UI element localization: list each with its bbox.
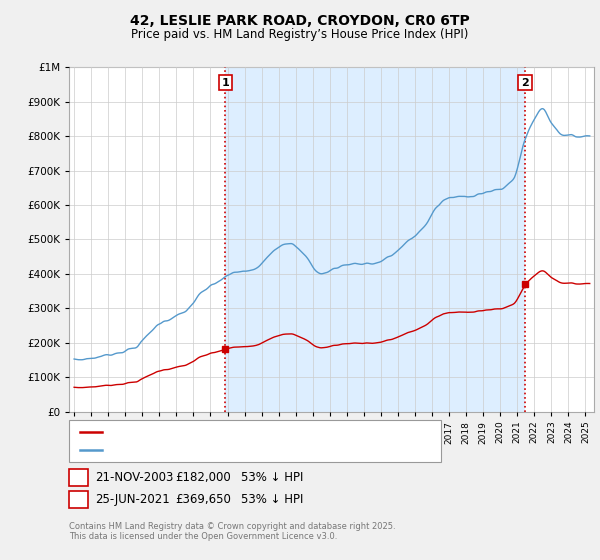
Text: £369,650: £369,650 [175, 493, 231, 506]
Text: 2: 2 [521, 77, 529, 87]
Text: 2: 2 [74, 493, 83, 506]
Text: HPI: Average price, detached house, Croydon: HPI: Average price, detached house, Croy… [106, 445, 328, 455]
Text: Contains HM Land Registry data © Crown copyright and database right 2025.
This d: Contains HM Land Registry data © Crown c… [69, 522, 395, 542]
Text: 1: 1 [74, 470, 83, 484]
Text: Price paid vs. HM Land Registry’s House Price Index (HPI): Price paid vs. HM Land Registry’s House … [131, 28, 469, 41]
Bar [226, 67, 525, 412]
Text: 1: 1 [221, 77, 229, 87]
Text: 21-NOV-2003: 21-NOV-2003 [95, 470, 174, 484]
Text: 42, LESLIE PARK ROAD, CROYDON, CR0 6TP: 42, LESLIE PARK ROAD, CROYDON, CR0 6TP [130, 14, 470, 28]
Text: £182,000: £182,000 [175, 470, 231, 484]
Text: 53% ↓ HPI: 53% ↓ HPI [241, 493, 304, 506]
Text: 42, LESLIE PARK ROAD, CROYDON, CR0 6TP (detached house): 42, LESLIE PARK ROAD, CROYDON, CR0 6TP (… [106, 427, 409, 437]
Text: 25-JUN-2021: 25-JUN-2021 [95, 493, 170, 506]
Text: 53% ↓ HPI: 53% ↓ HPI [241, 470, 304, 484]
